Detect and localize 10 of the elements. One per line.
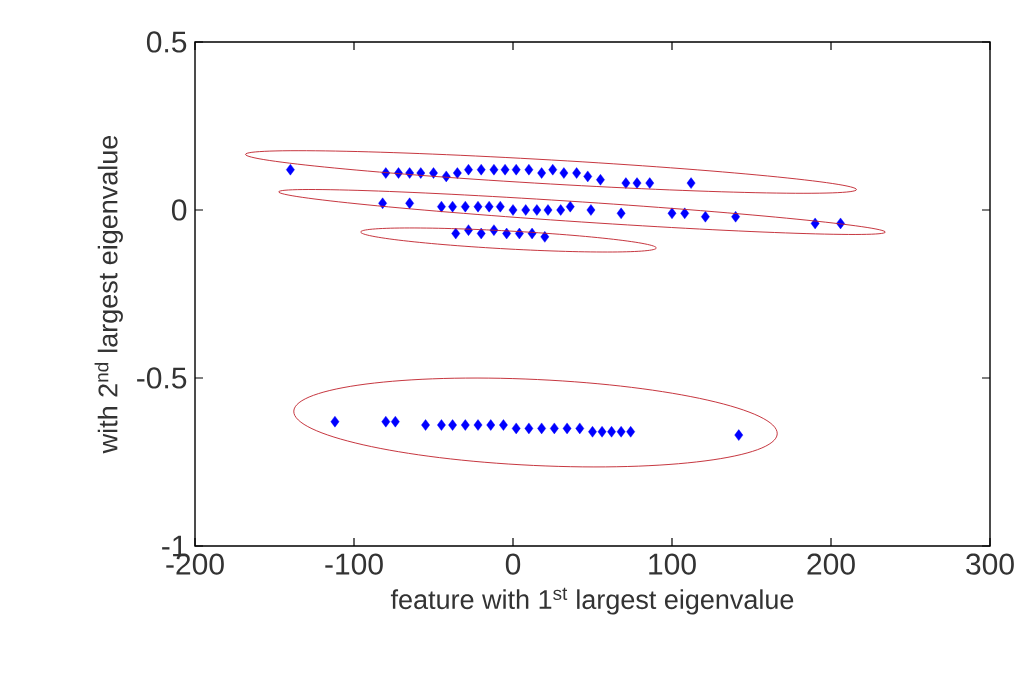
- x-tick-label: 300: [966, 553, 1014, 575]
- y-tick-label: 0.5: [146, 31, 187, 53]
- y-tick-label: -0.5: [137, 367, 187, 389]
- x-tick-label: 0: [505, 553, 521, 575]
- y-axis-title: with 2$^{nd}$ largest eigenvalue: [94, 135, 123, 454]
- x-axis-title: feature with 1$^{st}$ largest eigenvalue: [390, 587, 794, 615]
- y-tick-label: 0: [171, 199, 187, 221]
- x-tick-label: 100: [649, 553, 696, 575]
- x-tick-label: -100: [325, 553, 383, 575]
- x-tick-label: 200: [807, 553, 855, 575]
